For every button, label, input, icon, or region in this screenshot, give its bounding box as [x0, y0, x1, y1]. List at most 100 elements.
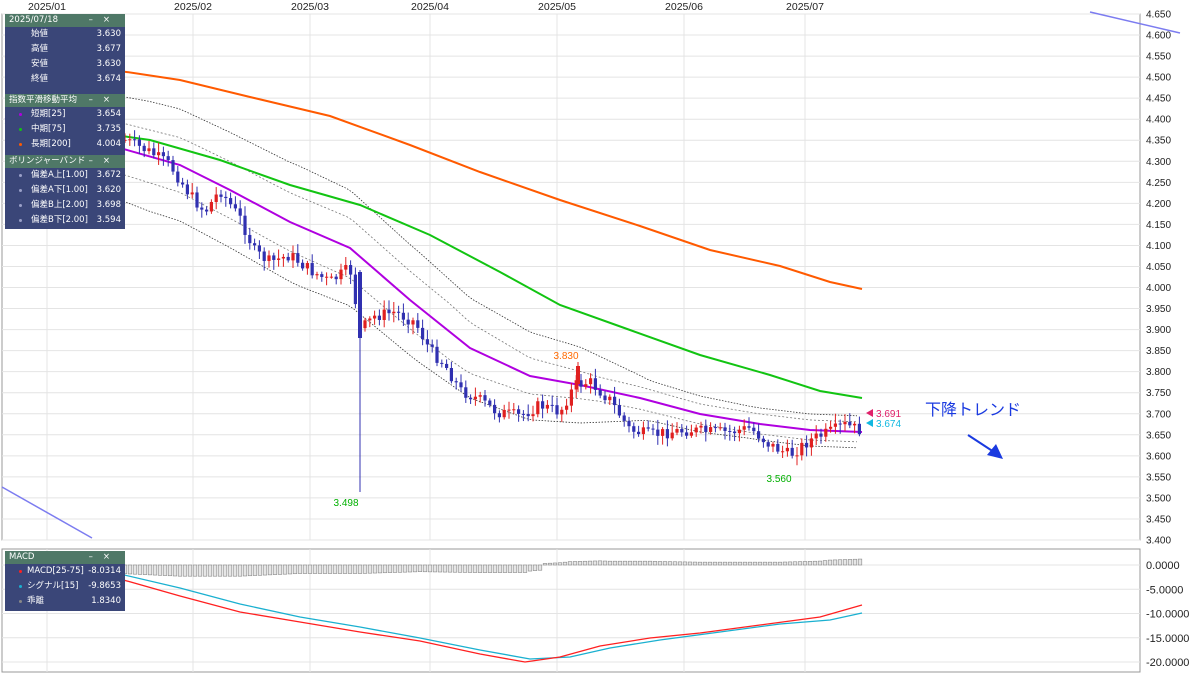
price-tick-label: 3.600: [1146, 451, 1171, 462]
candle-body: [699, 425, 703, 428]
candle-body: [517, 409, 521, 414]
candle-body: [560, 409, 564, 415]
bb-label: 偏差B下[2.00]: [31, 215, 88, 225]
panel-controls[interactable]: –×: [88, 156, 120, 166]
legend-marker: [19, 174, 22, 177]
candle-body: [334, 276, 338, 280]
candle-body: [305, 263, 309, 269]
candle-body: [248, 234, 252, 244]
candle-body: [737, 429, 741, 434]
bb-panel-header[interactable]: ボリンジャーバンド –×: [5, 155, 125, 168]
legend-marker: [19, 189, 22, 192]
price-tick-label: 3.950: [1146, 304, 1171, 315]
macd-histogram-bar: [777, 561, 783, 566]
candle-body: [344, 265, 348, 270]
macd-histogram-bar: [267, 564, 273, 576]
ohlc-panel-header[interactable]: 2025/07/18 –×: [5, 14, 125, 27]
candle-body: [296, 253, 300, 263]
candle-body: [171, 160, 175, 172]
ema-value: 3.654: [96, 109, 121, 119]
macd-panel-header[interactable]: MACD –×: [5, 551, 125, 564]
candle-body: [589, 378, 593, 385]
macd-histogram-bar: [387, 564, 393, 573]
bb-a-upper: [4, 95, 858, 423]
macd-histogram-bar: [667, 561, 673, 566]
macd-histogram-bar: [557, 562, 563, 566]
macd-histogram-bar: [552, 562, 558, 566]
ema-row: 中期[75] 3.735: [5, 122, 125, 137]
macd-tick-label: 0.0000: [1146, 560, 1180, 572]
macd-histogram-bar: [292, 564, 298, 575]
candle-body: [584, 384, 588, 387]
candle-body: [233, 204, 237, 209]
candle-body: [123, 139, 127, 141]
macd-histogram-bar: [337, 564, 343, 574]
macd-histogram-bar: [707, 561, 713, 566]
bb-label: 偏差B上[2.00]: [31, 200, 88, 210]
macd-histogram-bar: [342, 564, 348, 574]
price-tick-label: 4.300: [1146, 157, 1171, 168]
macd-histogram-bar: [682, 561, 688, 566]
macd-histogram-bar: [432, 564, 438, 573]
macd-tick-label: -10.0000: [1146, 609, 1189, 621]
macd-label: MACD[25-75]: [27, 566, 84, 576]
macd-histogram-bar: [842, 559, 848, 566]
price-tick-label: 4.000: [1146, 283, 1171, 294]
ema-panel-header[interactable]: 指数平滑移動平均 –×: [5, 94, 125, 107]
price-tick-label: 4.150: [1146, 220, 1171, 231]
candle-body: [243, 215, 247, 235]
candle-body: [747, 426, 751, 428]
ema-label: 長期[200]: [31, 139, 71, 149]
macd-histogram-bar: [832, 559, 838, 566]
ema-panel-title: 指数平滑移動平均: [9, 95, 78, 105]
candle-body: [833, 423, 837, 427]
candle-body: [161, 152, 165, 157]
macd-histogram-bar: [302, 564, 308, 574]
candle-body: [785, 447, 789, 452]
macd-histogram-bar: [697, 561, 703, 566]
macd-histogram-bar: [587, 560, 593, 566]
candle-body: [157, 152, 161, 156]
candle-body: [771, 443, 775, 447]
candle-body: [545, 404, 549, 409]
candle-body: [661, 429, 665, 436]
panel-controls[interactable]: –×: [88, 15, 120, 25]
macd-histogram-bar: [312, 564, 318, 574]
low-label-1: 3.498: [333, 498, 358, 509]
macd-histogram-bar: [242, 564, 248, 577]
candle-body: [718, 427, 722, 429]
macd-histogram-bar: [522, 564, 528, 573]
price-tick-label: 4.100: [1146, 241, 1171, 252]
candle-body: [440, 362, 444, 364]
candle-body: [608, 396, 612, 401]
candle-body: [502, 409, 506, 418]
candle-body: [133, 139, 137, 141]
candle-body: [848, 421, 852, 426]
ohlc-row: 終値 3.674: [5, 72, 125, 87]
macd-histogram-bar: [467, 564, 473, 573]
candle-body: [195, 192, 199, 208]
candle-body: [555, 405, 559, 415]
candle-body: [425, 339, 429, 345]
candle-body: [286, 256, 290, 261]
macd-histogram-bar: [632, 560, 638, 566]
candle-body: [387, 309, 391, 314]
macd-histogram-bar: [822, 560, 828, 566]
price-tick-label: 4.200: [1146, 199, 1171, 210]
macd-histogram-bar: [787, 561, 793, 566]
macd-histogram-bar: [717, 561, 723, 566]
macd-histogram-bar: [722, 561, 728, 566]
price-tick-label: 3.900: [1146, 325, 1171, 336]
panel-controls[interactable]: –×: [88, 95, 120, 105]
high-label-1: 3.830: [553, 351, 578, 362]
candle-body: [576, 366, 580, 384]
candle-body: [339, 269, 343, 280]
candle-body: [656, 429, 660, 436]
macd-histogram-bar: [402, 564, 408, 573]
macd-value: -8.0314: [88, 566, 121, 576]
candle-body: [214, 194, 218, 203]
panel-controls[interactable]: –×: [88, 552, 120, 562]
candle-body: [627, 420, 631, 427]
trend-line-upper: [1089, 11, 1181, 34]
